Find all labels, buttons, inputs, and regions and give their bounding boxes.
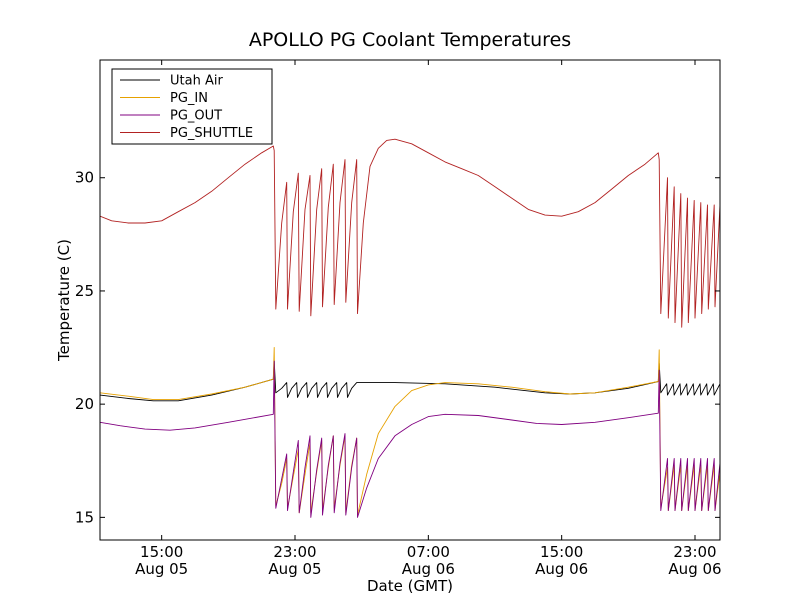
legend-label: PG_SHUTTLE <box>170 126 253 141</box>
x-tick-label-time: 15:00 <box>140 543 183 561</box>
legend-box <box>111 68 273 145</box>
x-tick-label-date: Aug 06 <box>402 560 455 578</box>
x-tick-label-date: Aug 06 <box>668 560 721 578</box>
x-tick-label-time: 15:00 <box>540 543 583 561</box>
x-tick-label-time: 23:00 <box>673 543 716 561</box>
legend-label: PG_IN <box>170 91 208 106</box>
y-tick-label: 25 <box>75 282 94 300</box>
y-axis-label: Temperature (C) <box>55 239 73 362</box>
x-tick-label-date: Aug 05 <box>268 560 321 578</box>
legend: Utah Air PG_IN PG_OUT PG_SHUTTLE <box>111 68 273 145</box>
x-tick-label-time: 23:00 <box>273 543 316 561</box>
legend-label: Utah Air <box>170 74 223 89</box>
x-tick-label-date: Aug 05 <box>135 560 188 578</box>
series-layer <box>100 138 720 518</box>
series-line-pg-out <box>100 360 720 518</box>
chart-title: APOLLO PG Coolant Temperatures <box>249 29 571 51</box>
x-axis-label: Date (GMT) <box>367 577 453 595</box>
legend-label: PG_OUT <box>170 109 222 124</box>
y-tick-label: 15 <box>75 508 94 526</box>
y-tick-label: 20 <box>75 395 94 413</box>
x-tick-label-date: Aug 06 <box>535 560 588 578</box>
series-line-utah-air <box>100 360 720 402</box>
plot-frame <box>99 59 721 541</box>
series-line-pg-shuttle <box>100 138 720 328</box>
legend-entries: Utah Air PG_IN PG_OUT PG_SHUTTLE <box>120 74 253 141</box>
x-tick-label-time: 07:00 <box>407 543 450 561</box>
y-tick-label: 30 <box>75 169 94 187</box>
